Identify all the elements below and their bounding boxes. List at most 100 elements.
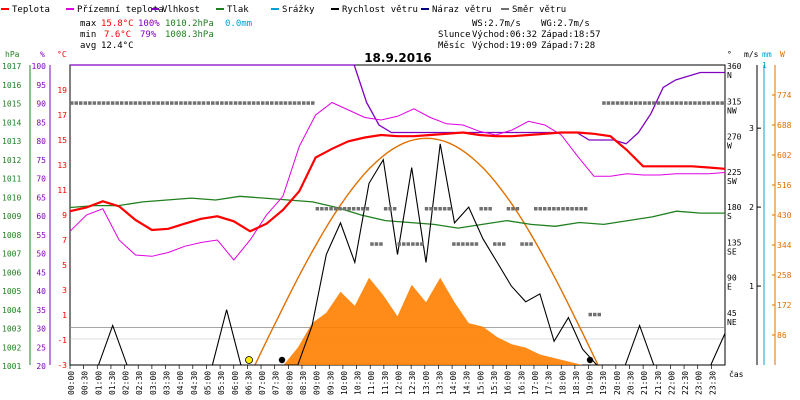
wind-dir-point [124,101,129,105]
wind-dir-point [320,207,324,211]
stat-wg: WG:2.7m/s [541,19,590,29]
axis-temp-tick: 19 [57,86,67,95]
wind-dir-point [379,242,383,246]
stat-min-label: min [80,30,96,40]
wind-dir-point [706,101,711,105]
axis-pct-tick: 80 [36,137,46,146]
chart-title: 18.9.2016 [364,51,432,65]
stat-min-press: 1008.3hPa [165,30,214,40]
axis-dir-name-tick: SE [727,247,737,256]
legend-label-3: Tlak [227,5,249,15]
series-ground-temp [69,101,726,261]
axis-hpa-tick: 1010 [2,193,21,202]
x-tick-label: 22:30 [681,371,690,395]
wind-dir-point [602,101,606,105]
x-tick-label: 17:00 [531,371,540,395]
wind-dir-point [415,242,420,246]
x-tick-label: 19:00 [586,371,595,395]
x-tick-label: 00:30 [81,371,90,395]
wind-dir-point [70,101,74,105]
wind-dir-point [247,101,251,105]
x-tick-label: 11:30 [381,371,390,395]
axis-hpa-tick: 1003 [2,325,21,334]
x-tick-label: 02:30 [135,371,144,395]
x-tick-label: 05:00 [203,371,212,395]
axis-ms-label: m/s [744,50,759,59]
wind-dir-point [702,101,706,105]
wind-dir-point [547,207,552,211]
legend-label-1: Přízemní teplota [77,5,164,15]
axis-ms-tick: 2 [749,203,754,212]
wind-dir-point [534,207,538,211]
axis-wm2-tick: 516 [777,181,792,190]
axis-hpa-tick: 1008 [2,231,21,240]
axis-pct-tick: 60 [36,212,46,221]
x-tick-label: 15:30 [490,371,499,395]
axis-dir-deg-tick: 180 [727,203,742,212]
x-tick-label: 12:30 [408,371,417,395]
wind-dir-point [261,101,265,105]
wind-dir-point [270,101,274,105]
axis-temp-tick: 15 [57,136,67,145]
x-tick-label: 15:00 [476,371,485,395]
x-tick-label: 18:00 [558,371,567,395]
axis-pct-tick: 75 [36,156,46,165]
wind-dir-point [520,242,524,246]
wind-dir-point [92,101,97,105]
wind-dir-point [479,207,483,211]
wind-dir-point [206,101,210,105]
legend-label-7: Směr větru [512,5,566,15]
wind-dir-point [115,101,119,105]
axis-mm-label: mm [762,50,772,59]
wind-dir-point [488,207,492,211]
stat-mesic-vychod: Východ:19:09 [472,41,537,51]
wind-dir-point [452,242,456,246]
x-tick-label: 05:30 [217,371,226,395]
wind-dir-point [579,207,583,211]
axis-dir-name-tick: S [727,212,732,221]
legend-label-6: Náraz větru [432,5,492,15]
axis-temp-label: °C [57,50,67,59]
wind-dir-point [356,207,361,211]
legend-label-0: Teplota [12,5,50,15]
wind-dir-point [88,101,92,105]
x-tick-label: 21:00 [640,371,649,395]
wind-dir-point [411,242,415,246]
wind-dir-point [361,207,365,211]
axis-hpa-tick: 1017 [2,62,21,71]
axis-dir-name-tick: SW [727,177,737,186]
axis-pct-label: % [40,50,45,59]
wind-dir-point [620,101,624,105]
series-layer [69,64,726,366]
wind-dir-point [238,101,242,105]
wind-dir-point [638,101,642,105]
stat-min-hum: 79% [140,30,157,40]
axis-hpa-tick: 1012 [2,156,21,165]
wind-dir-point [315,207,320,211]
wind-dir-point [119,101,124,105]
axis-hpa-label: hPa [5,50,20,59]
axis-temp-tick: -1 [57,336,67,345]
axis-dir-name-tick: N [727,71,732,80]
wind-dir-point [552,207,556,211]
axis-dir-deg-tick: 45 [727,309,737,318]
wind-dir-point [438,207,442,211]
x-tick-label: 13:00 [422,371,431,395]
wind-dir-point [256,101,260,105]
axis-wm2-tick: 344 [777,241,792,250]
stat-max-press: 1010.2hPa [165,19,214,29]
axis-ms-tick: 1 [749,282,754,291]
axis-pct-tick: 95 [36,81,46,90]
wind-dir-point [583,207,588,211]
wind-dir-point [147,101,151,105]
axis-wm2-tick: 430 [777,211,792,220]
stats-block: max 15.8°C 100% 1010.2hPa 0.0mm min 7.6°… [80,19,601,51]
wind-dir-point [442,207,447,211]
x-tick-label: 21:30 [654,371,663,395]
wind-dir-point [565,207,570,211]
wind-dir-point [129,101,133,105]
wind-dir-point [684,101,688,105]
axis-hpa-tick: 1014 [2,118,21,127]
wind-dir-point [97,101,101,105]
